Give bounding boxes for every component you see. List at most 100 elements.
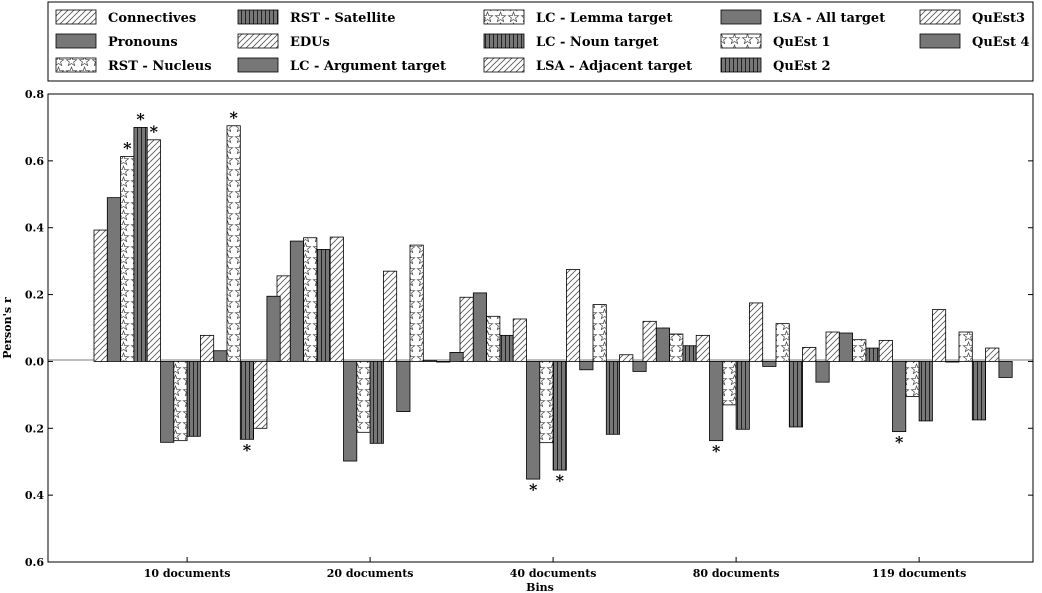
bar bbox=[289, 240, 304, 362]
legend-label: LC - Argument target bbox=[290, 59, 446, 74]
bar bbox=[382, 270, 398, 362]
legend-label: RST - Nucleus bbox=[108, 59, 212, 74]
bar bbox=[878, 339, 893, 362]
bar bbox=[682, 345, 697, 362]
legend-swatch bbox=[55, 57, 97, 73]
bar bbox=[945, 361, 960, 363]
legend-swatch bbox=[237, 33, 279, 49]
legend-item: QuEst 2 bbox=[720, 57, 831, 74]
legend-label: LC - Noun target bbox=[536, 35, 659, 50]
bar bbox=[303, 237, 318, 362]
bar bbox=[449, 352, 464, 362]
bar bbox=[173, 361, 188, 442]
legend-item: QuEst 4 bbox=[919, 33, 1030, 50]
legend-item: LSA - All target bbox=[720, 9, 885, 26]
x-tick-label: 80 documents bbox=[693, 567, 780, 580]
bar bbox=[971, 361, 986, 421]
bar bbox=[892, 361, 907, 433]
legend-item: LSA - Adjacent target bbox=[483, 57, 692, 74]
legend-swatch bbox=[483, 57, 525, 73]
significance-star: * bbox=[123, 139, 132, 158]
legend-item: LC - Lemma target bbox=[483, 9, 672, 26]
legend-label: EDUs bbox=[290, 35, 330, 50]
legend-label: LSA - Adjacent target bbox=[536, 59, 692, 74]
bar bbox=[642, 320, 657, 362]
y-tick-label: 0.6 bbox=[25, 155, 44, 168]
bar bbox=[669, 333, 684, 362]
legend-swatch bbox=[720, 33, 762, 49]
significance-star: * bbox=[895, 433, 904, 452]
y-tick-label: 0.0 bbox=[25, 355, 44, 368]
bar bbox=[735, 361, 750, 430]
bar bbox=[356, 361, 371, 433]
bar bbox=[459, 296, 474, 362]
bar bbox=[775, 323, 790, 362]
legend-label: QuEst 1 bbox=[773, 35, 831, 50]
bar bbox=[852, 339, 867, 362]
bar bbox=[120, 156, 135, 362]
significance-star: * bbox=[529, 480, 538, 499]
legend-frame bbox=[47, 1, 1034, 82]
bar bbox=[918, 361, 933, 422]
bar bbox=[472, 292, 487, 362]
legend-label: QuEst3 bbox=[972, 11, 1025, 26]
x-tick-label: 10 documents bbox=[144, 567, 231, 580]
legend-label: Pronouns bbox=[108, 35, 178, 50]
bar bbox=[815, 361, 830, 383]
legend-item: EDUs bbox=[237, 33, 330, 50]
bars bbox=[93, 125, 1013, 480]
legend-item: Pronouns bbox=[55, 33, 178, 50]
legend-item: QuEst 1 bbox=[720, 33, 831, 50]
bar bbox=[722, 361, 737, 406]
bar bbox=[749, 302, 764, 362]
bar bbox=[146, 139, 161, 362]
bar bbox=[436, 361, 451, 363]
bar bbox=[709, 361, 724, 442]
bar bbox=[592, 304, 607, 362]
bar bbox=[226, 125, 241, 362]
bar bbox=[266, 295, 281, 362]
bar bbox=[499, 334, 514, 362]
legend: Connectives Pronouns RST - Nucleus RST - Sa… bbox=[47, 1, 1034, 82]
significance-star: * bbox=[229, 108, 238, 127]
x-tick-label: 40 documents bbox=[510, 567, 597, 580]
legend-swatch bbox=[237, 57, 279, 73]
bar bbox=[343, 361, 358, 462]
bar bbox=[512, 318, 527, 362]
bar bbox=[239, 361, 255, 440]
bar bbox=[788, 361, 803, 428]
significance-star: * bbox=[712, 442, 721, 461]
bar bbox=[605, 361, 620, 435]
plot-frame bbox=[47, 93, 1034, 563]
legend-swatch bbox=[919, 9, 961, 25]
legend-item: RST - Nucleus bbox=[55, 57, 212, 74]
bar bbox=[396, 361, 411, 412]
bar bbox=[369, 361, 384, 444]
bar bbox=[838, 332, 853, 362]
bar bbox=[213, 350, 228, 362]
bar bbox=[552, 361, 567, 471]
bar bbox=[695, 334, 710, 362]
bar bbox=[422, 360, 437, 362]
bar bbox=[106, 197, 122, 362]
bar bbox=[655, 327, 670, 362]
bar bbox=[486, 315, 501, 362]
bar bbox=[825, 331, 840, 362]
legend-item: RST - Satellite bbox=[237, 9, 396, 26]
significance-star: * bbox=[556, 471, 565, 490]
x-axis: 10 documents 20 documents 40 documents 80 d… bbox=[144, 557, 966, 580]
bar bbox=[905, 361, 920, 397]
y-tick-label: 0.4 bbox=[25, 489, 44, 502]
bar bbox=[985, 347, 1000, 362]
bar bbox=[253, 361, 268, 429]
y-axis: 0.8 0.6 0.4 0.2 0.0 0.2 0.4 0.6 bbox=[25, 88, 1033, 569]
y-tick-label: 0.8 bbox=[25, 88, 44, 101]
bar bbox=[632, 361, 647, 372]
y-tick-label: 0.2 bbox=[25, 422, 44, 435]
significance-markers: ***** **** bbox=[123, 108, 904, 499]
legend-swatch bbox=[55, 9, 97, 25]
bar bbox=[133, 127, 148, 362]
legend-label: RST - Satellite bbox=[290, 11, 396, 26]
bar bbox=[932, 309, 947, 362]
